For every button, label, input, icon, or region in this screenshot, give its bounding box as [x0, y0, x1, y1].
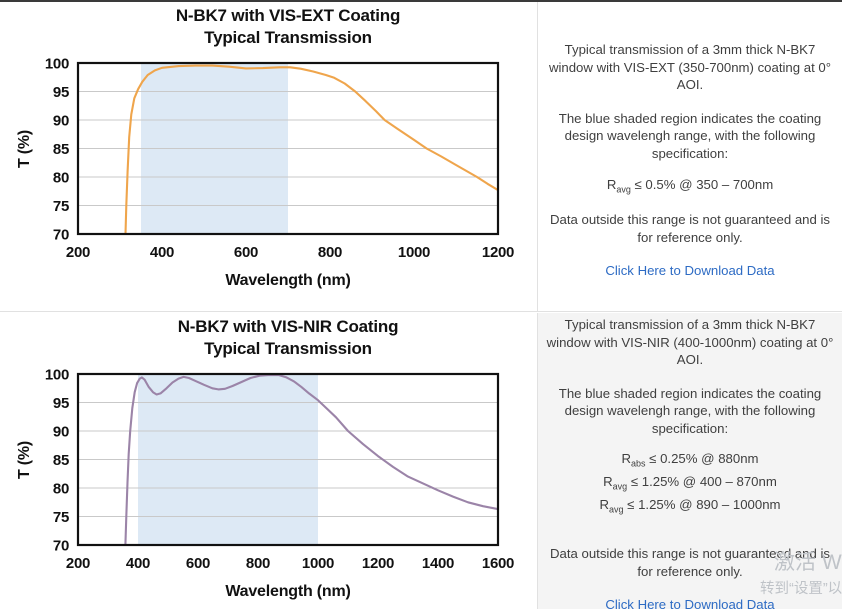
x-tick-label: 1000 [302, 555, 334, 572]
x-tick-label: 800 [318, 244, 342, 261]
panel-description: Typical transmission of a 3mm thick N-BK… [548, 42, 832, 93]
y-tick-label: 90 [53, 424, 69, 441]
x-tick-label: 400 [150, 244, 174, 261]
panel-disclaimer: Data outside this range is not guarantee… [549, 546, 831, 579]
x-tick-label: 200 [66, 555, 90, 572]
y-tick-label: 70 [53, 538, 69, 555]
plot-border [76, 61, 500, 236]
transmission-curve [124, 64, 498, 235]
chart-cell-vis-nir: N-BK7 with VIS-NIR Coating Typical Trans… [0, 313, 537, 609]
y-tick-label: 85 [53, 452, 69, 469]
x-tick-label: 1200 [482, 244, 514, 261]
y-tick-label: 85 [53, 141, 69, 158]
chart-title-line1: N-BK7 with VIS-NIR Coating [177, 317, 399, 336]
x-tick-label: 1400 [422, 555, 454, 572]
y-tick-label: 75 [53, 509, 69, 526]
chart-title-vis-nir: N-BK7 with VIS-NIR Coating Typical Trans… [78, 316, 498, 360]
spec-list: Ravg ≤ 0.5% @ 350 – 700nm [607, 176, 773, 199]
y-tick-label: 70 [53, 227, 69, 244]
panel-shaded-region-note: The blue shaded region indicates the coa… [558, 110, 822, 161]
x-tick-label: 200 [66, 244, 90, 261]
plot-border [76, 372, 500, 547]
download-data-link[interactable]: Click Here to Download Data [605, 263, 775, 279]
chart-cell-vis-ext: N-BK7 with VIS-EXT Coating Typical Trans… [0, 2, 537, 311]
info-panel-vis-nir: Typical transmission of a 3mm thick N-BK… [537, 313, 842, 609]
x-axis-label: Wavelength (nm) [225, 583, 351, 600]
y-tick-label: 95 [53, 84, 69, 101]
panel-shaded-region-note: The blue shaded region indicates the coa… [558, 385, 822, 436]
chart-title-vis-ext: N-BK7 with VIS-EXT Coating Typical Trans… [78, 5, 498, 49]
y-tick-label: 95 [53, 395, 69, 412]
vis-nir-transmission-chart: 200 400 600 800 1000 1200 1400 1600 70 75 80 85 90 95… [45, 367, 515, 573]
y-tick-label: 75 [53, 198, 69, 215]
chart-title-line2: Typical Transmission [204, 339, 372, 358]
x-axis-label: Wavelength (nm) [225, 272, 351, 289]
spec-line: Ravg ≤ 1.25% @ 400 – 870nm [603, 474, 777, 492]
spec-list: Rabs ≤ 0.25% @ 880nm Ravg ≤ 1.25% @ 400 –… [599, 450, 780, 518]
x-tick-label: 400 [126, 555, 150, 572]
y-tick-label: 80 [53, 170, 69, 187]
x-tick-label: 1200 [362, 555, 394, 572]
chart-title-line1: N-BK7 with VIS-EXT Coating [175, 6, 401, 25]
info-panel-vis-ext: Typical transmission of a 3mm thick N-BK… [537, 2, 842, 311]
vis-ext-transmission-chart: 200 400 600 800 1000 1200 70 75 80 85 90 95 100 [45, 56, 515, 262]
row-vis-ext: N-BK7 with VIS-EXT Coating Typical Trans… [0, 2, 842, 312]
transmission-curve [124, 373, 498, 546]
panel-disclaimer: Data outside this range is not guarantee… [549, 212, 831, 245]
spec-line: Ravg ≤ 0.5% @ 350 – 700nm [606, 176, 774, 195]
chart-title-line2: Typical Transmission [204, 28, 372, 47]
x-tick-label: 800 [246, 555, 270, 572]
x-tick-label: 1000 [398, 244, 430, 261]
y-tick-label: 100 [45, 367, 69, 384]
x-tick-label: 1600 [482, 555, 514, 572]
panel-description: Typical transmission of a 3mm thick N-BK… [546, 317, 834, 368]
y-tick-label: 90 [53, 113, 69, 130]
spec-line: Rabs ≤ 0.25% @ 880nm [621, 451, 759, 469]
y-tick-label: 100 [45, 56, 69, 73]
row-vis-nir: N-BK7 with VIS-NIR Coating Typical Trans… [0, 313, 842, 609]
spec-line: Ravg ≤ 1.25% @ 890 – 1000nm [599, 496, 781, 515]
x-tick-label: 600 [234, 244, 258, 261]
x-tick-label: 600 [186, 555, 210, 572]
y-tick-label: 80 [53, 481, 69, 498]
download-data-link[interactable]: Click Here to Download Data [605, 597, 775, 609]
